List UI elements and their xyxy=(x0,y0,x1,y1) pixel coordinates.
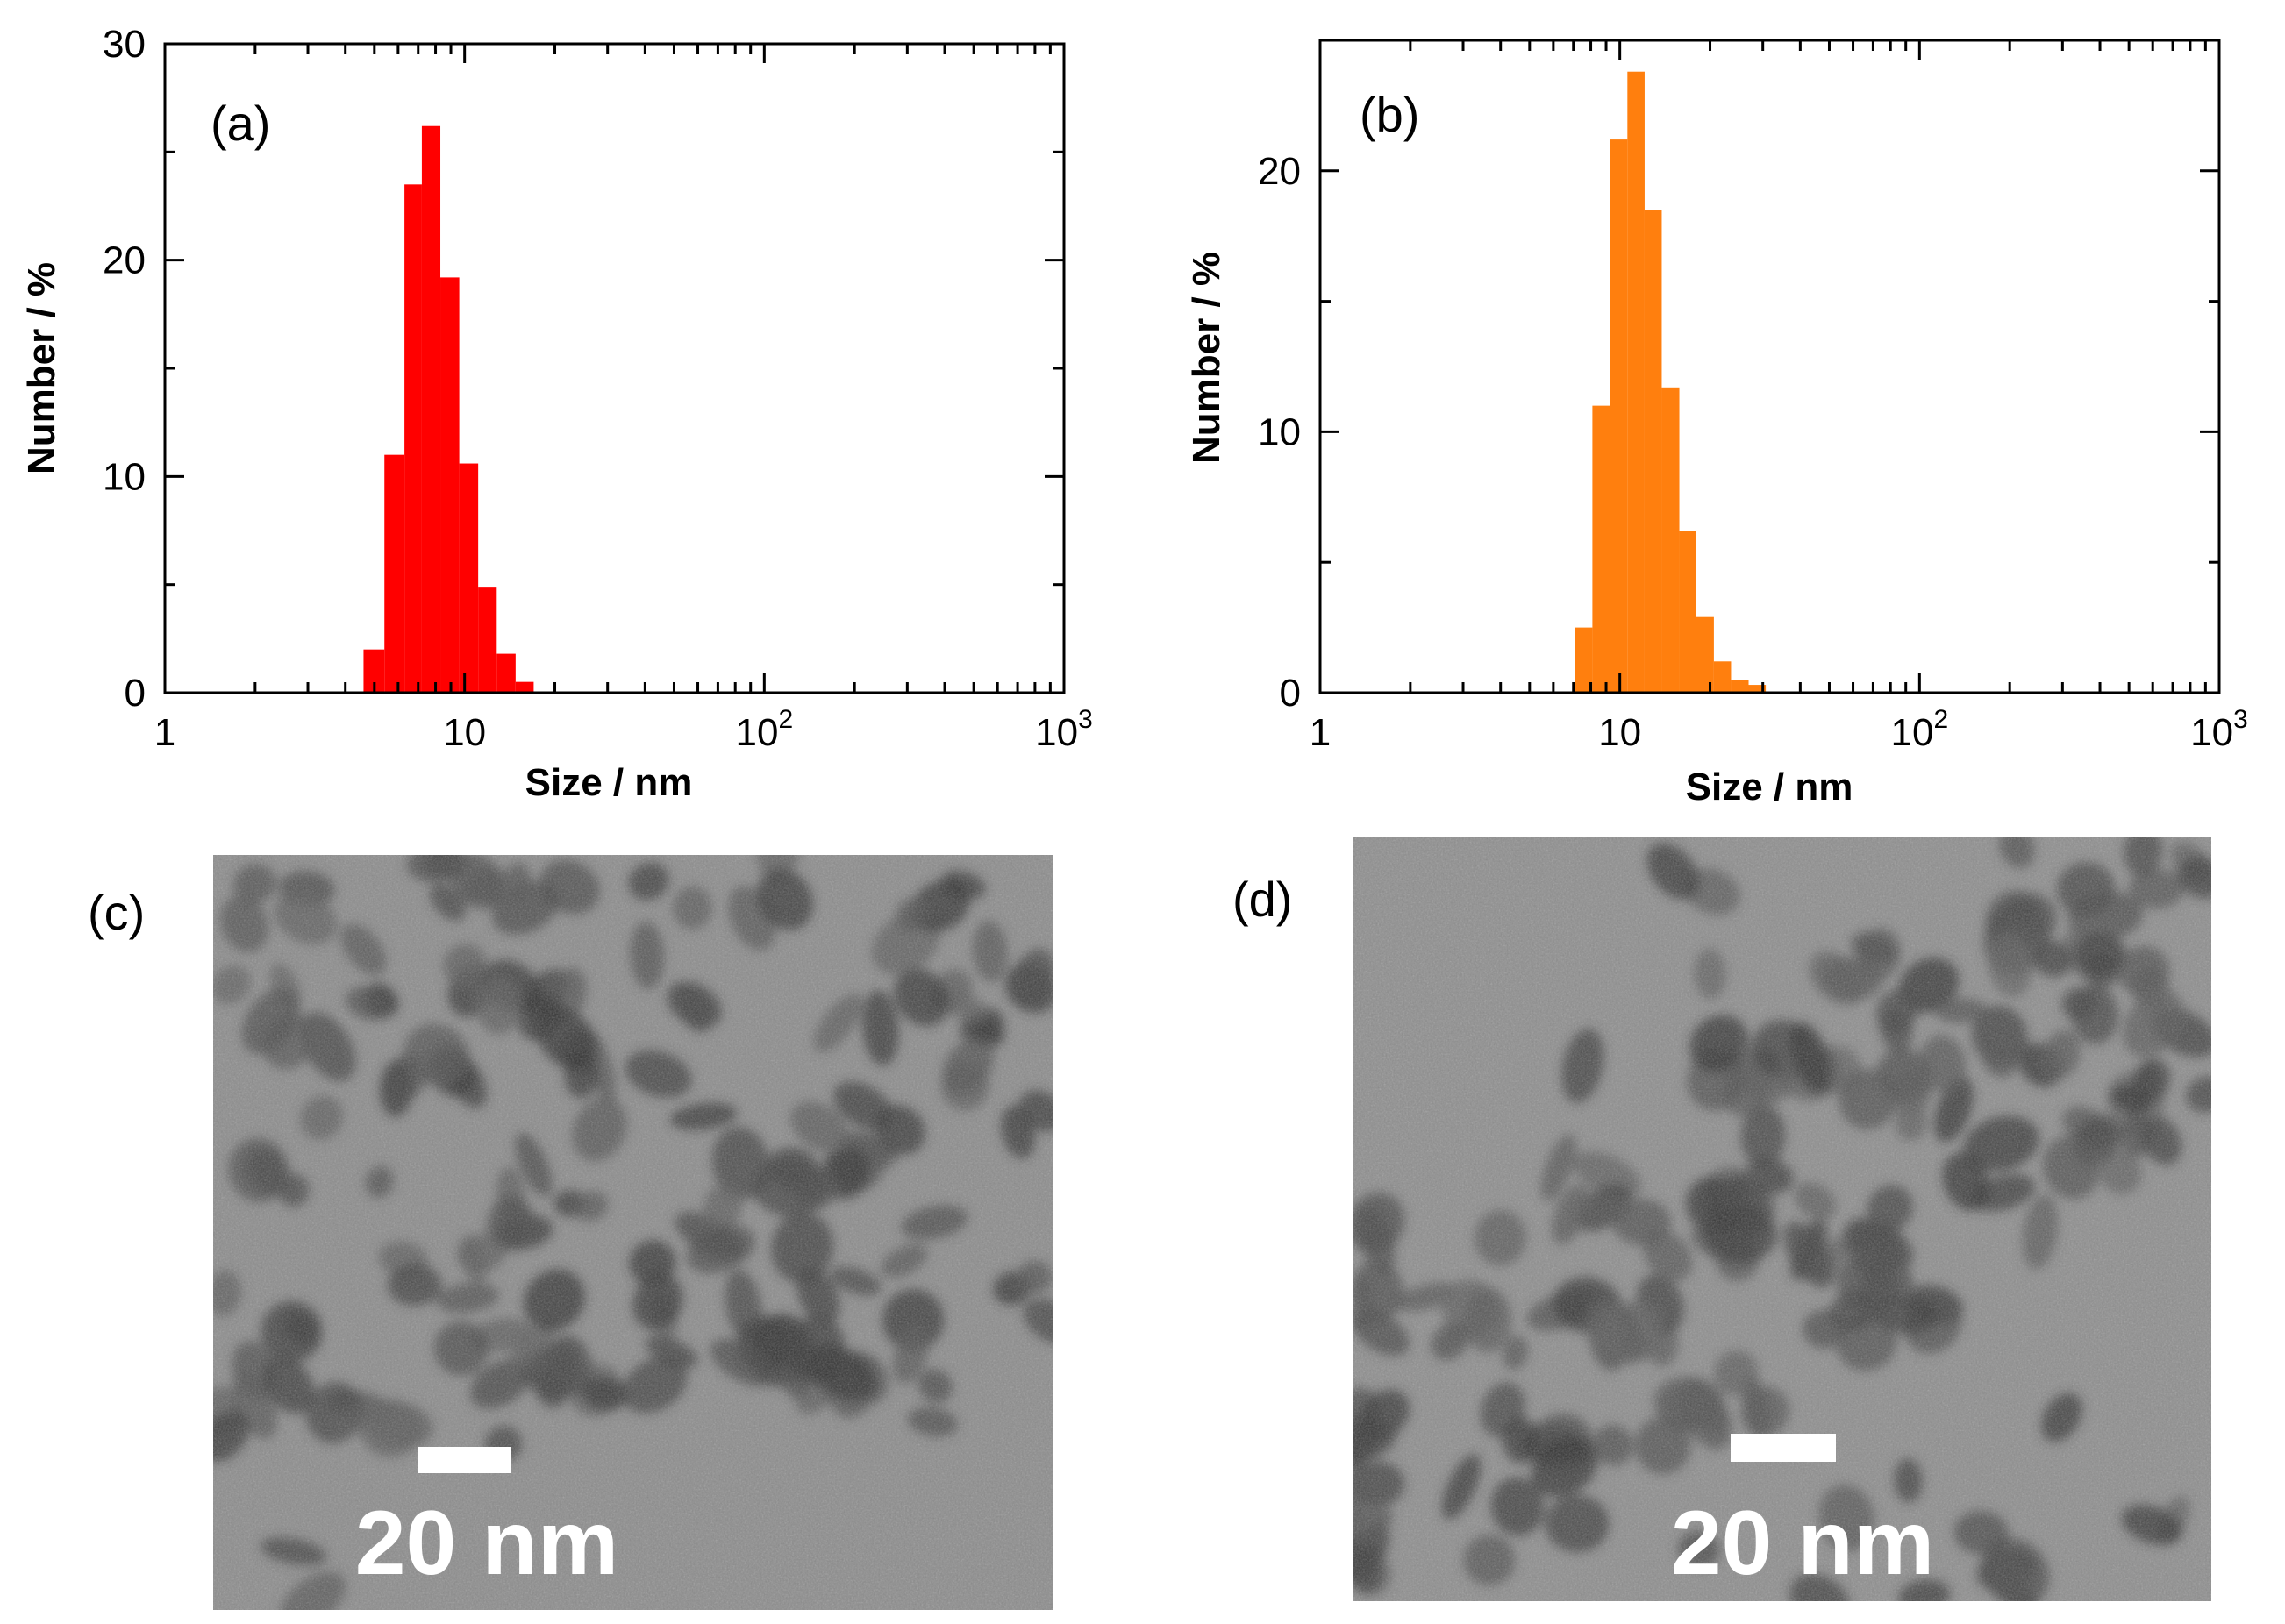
histogram-bar-b-10 xyxy=(1748,685,1767,693)
histogram-bar-a-1 xyxy=(384,454,405,693)
tem-noise-d xyxy=(1353,837,2211,1601)
histogram-bar-a-5 xyxy=(459,463,479,693)
histogram-bar-b-9 xyxy=(1731,680,1749,693)
histogram-bar-b-6 xyxy=(1679,531,1696,693)
histogram-bar-b-7 xyxy=(1696,616,1714,693)
histogram-bar-b-3 xyxy=(1627,71,1645,694)
panel-label-b: (b) xyxy=(1360,87,1419,142)
histogram-panel-b: 1 10 102 103 0 10 20 (b) Size / nm Number / % xyxy=(1185,39,2248,808)
tick-labels-b: 1 10 102 103 0 10 20 xyxy=(1258,150,2248,754)
y-axis-title-a: Number / % xyxy=(20,262,63,474)
y-tick-label-b: 10 xyxy=(1258,410,1301,453)
histogram-bar-b-2 xyxy=(1610,139,1628,693)
histogram-panel-a: 1 10 102 103 0 10 20 30 (a) Size / nm Number / … xyxy=(20,23,1093,804)
x-tick-label-b: 10 xyxy=(1598,711,1641,754)
y-tick-label-b: 20 xyxy=(1258,150,1301,193)
panel-label-a: (a) xyxy=(211,96,270,151)
histogram-bar-b-1 xyxy=(1592,405,1610,693)
histogram-bar-a-6 xyxy=(478,587,497,693)
plot-frame-a xyxy=(163,42,1066,694)
scale-bar-label-d: 20 nm xyxy=(1671,1492,1935,1594)
panel-label-d: (d) xyxy=(1232,872,1292,927)
ticks-b xyxy=(1318,39,2221,694)
y-tick-label-a: 20 xyxy=(103,239,146,282)
x-tick-label-a: 10 xyxy=(443,711,486,754)
histogram-bar-a-7 xyxy=(496,653,516,693)
tem-noise-c xyxy=(213,855,1053,1610)
histogram-bar-b-4 xyxy=(1644,210,1662,693)
y-axis-title-b: Number / % xyxy=(1185,252,1228,464)
x-tick-label-b: 1 xyxy=(1310,711,1331,754)
tem-image-d: (d) 20 nm xyxy=(1232,837,2211,1601)
histogram-bar-a-8 xyxy=(515,681,534,693)
histogram-bar-b-5 xyxy=(1661,387,1680,693)
tick-labels-a: 1 10 102 103 0 10 20 30 xyxy=(103,23,1093,754)
histogram-bar-a-4 xyxy=(440,277,460,693)
y-tick-label-a: 0 xyxy=(125,672,146,715)
scale-bar-label-c: 20 nm xyxy=(355,1492,619,1594)
tem-image-c: (c) 20 nm xyxy=(88,855,1053,1610)
histogram-bar-b-0 xyxy=(1575,627,1593,693)
x-tick-label-a: 1 xyxy=(154,711,175,754)
histogram-bar-b-8 xyxy=(1713,661,1732,693)
x-tick-label-b: 102 xyxy=(1891,705,1949,754)
histogram-bar-a-2 xyxy=(404,184,422,694)
panel-label-c: (c) xyxy=(88,885,145,940)
plot-frame-b xyxy=(1318,39,2221,694)
x-axis-title-b: Size / nm xyxy=(1686,766,1853,808)
x-tick-label-b: 103 xyxy=(2190,705,2248,754)
histogram-bar-a-0 xyxy=(363,649,385,693)
x-axis-title-a: Size / nm xyxy=(525,761,693,804)
x-tick-label-a: 103 xyxy=(1035,705,1093,754)
y-tick-label-a: 30 xyxy=(103,23,146,66)
ticks-a xyxy=(163,42,1066,694)
y-tick-label-b: 0 xyxy=(1280,672,1301,715)
bars-a xyxy=(363,125,534,694)
scale-bar-c xyxy=(418,1447,511,1473)
bars-b xyxy=(1575,71,1767,694)
x-tick-label-a: 102 xyxy=(736,705,794,754)
histogram-bar-a-3 xyxy=(421,125,441,693)
y-tick-label-a: 10 xyxy=(103,455,146,498)
scale-bar-d xyxy=(1731,1434,1836,1462)
